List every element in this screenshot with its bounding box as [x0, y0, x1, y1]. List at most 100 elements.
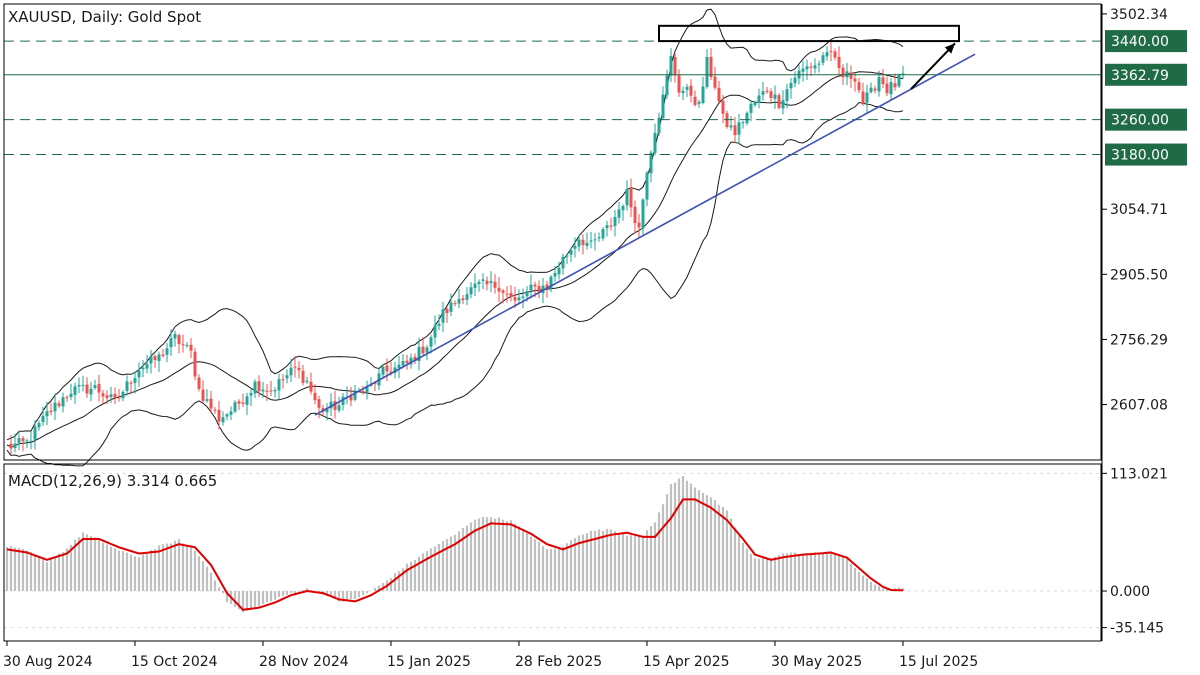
bearish-candle: [49, 410, 53, 413]
bearish-candle: [837, 56, 841, 69]
bearish-candle: [721, 100, 725, 114]
bearish-candle: [893, 83, 897, 88]
bearish-candle: [533, 284, 537, 287]
bollinger-middle-band: [6, 71, 904, 448]
bearish-candle: [57, 403, 61, 406]
bullish-candle: [801, 68, 805, 72]
bullish-candle: [93, 385, 97, 389]
bullish-candle: [805, 66, 809, 70]
bearish-candle: [197, 377, 201, 390]
bullish-candle: [589, 240, 593, 242]
price-tick-label: 2905.50: [1110, 267, 1168, 283]
bearish-candle: [709, 56, 713, 78]
bullish-candle: [625, 189, 629, 206]
bearish-candle: [317, 399, 321, 408]
bullish-candle: [761, 91, 765, 95]
bullish-candle: [737, 122, 741, 135]
time-tick-label: 15 Jul 2025: [899, 654, 978, 670]
bullish-candle: [13, 443, 17, 448]
bullish-candle: [305, 380, 309, 383]
bearish-candle: [693, 96, 697, 105]
bullish-candle: [149, 356, 153, 364]
bearish-candle: [113, 393, 117, 398]
bullish-candle: [249, 392, 253, 396]
bearish-candle: [829, 50, 833, 52]
bullish-candle: [889, 82, 893, 95]
bullish-candle: [685, 86, 689, 90]
bullish-candle: [133, 378, 137, 383]
bullish-candle: [525, 291, 529, 297]
bullish-candle: [741, 122, 745, 124]
macd-tick-label: 0.000: [1110, 584, 1150, 600]
bullish-candle: [141, 367, 145, 370]
bearish-candle: [485, 280, 489, 285]
bullish-candle: [789, 82, 793, 89]
price-level-tag: [1105, 63, 1187, 86]
bearish-candle: [361, 390, 365, 393]
bullish-candle: [157, 354, 161, 362]
bearish-candle: [269, 390, 273, 392]
bullish-candle: [605, 225, 609, 229]
bearish-candle: [193, 351, 197, 377]
bearish-candle: [333, 401, 337, 410]
bullish-candle: [753, 101, 757, 106]
macd-indicator-title: MACD(12,26,9) 3.314 0.665: [8, 472, 217, 490]
bearish-candle: [769, 91, 773, 98]
bullish-candle: [705, 57, 709, 87]
bullish-candle: [469, 287, 473, 295]
bullish-candle: [813, 65, 817, 69]
bullish-candle: [437, 323, 441, 327]
bullish-candle: [33, 426, 37, 440]
bullish-candle: [489, 281, 493, 284]
bearish-candle: [809, 66, 813, 68]
bullish-candle: [365, 386, 369, 393]
price-tick-label: 2607.08: [1110, 398, 1168, 414]
time-tick-label: 28 Nov 2024: [259, 654, 349, 670]
bullish-candle: [613, 217, 617, 226]
bullish-candle: [785, 89, 789, 101]
bullish-candle: [165, 348, 169, 355]
price-tick-label: 3502.34: [1110, 7, 1168, 23]
bearish-candle: [581, 239, 585, 246]
bullish-candle: [565, 255, 569, 257]
bullish-candle: [73, 386, 77, 395]
bullish-candle: [29, 440, 33, 442]
time-tick-label: 28 Feb 2025: [515, 654, 602, 670]
bullish-candle: [449, 302, 453, 312]
bearish-candle: [101, 393, 105, 397]
time-tick-label: 30 Aug 2024: [3, 654, 93, 670]
bullish-candle: [585, 242, 589, 247]
bullish-candle: [81, 384, 85, 386]
bearish-candle: [777, 95, 781, 108]
bearish-candle: [513, 297, 517, 301]
price-level-tag-label: 3180.00: [1111, 148, 1169, 164]
bearish-candle: [493, 281, 497, 288]
macd-tick-label: -35.145: [1110, 621, 1164, 637]
bearish-candle: [445, 308, 449, 314]
macd-signal-line: [6, 498, 904, 611]
bearish-candle: [873, 88, 877, 91]
bearish-candle: [545, 284, 549, 289]
bullish-candle: [645, 172, 649, 200]
bullish-candle: [457, 298, 461, 304]
bullish-candle: [253, 381, 257, 394]
bullish-candle: [669, 56, 673, 76]
bullish-candle: [621, 205, 625, 211]
bearish-candle: [633, 206, 637, 224]
bearish-candle: [189, 344, 193, 351]
bearish-candle: [385, 365, 389, 372]
bullish-candle: [593, 239, 597, 241]
bearish-candle: [213, 409, 217, 411]
time-tick-label: 30 May 2025: [771, 654, 862, 670]
bearish-candle: [349, 396, 353, 401]
bearish-candle: [65, 397, 69, 399]
bullish-candle: [481, 279, 485, 282]
bullish-candle: [17, 438, 21, 443]
bearish-candle: [461, 298, 465, 301]
bullish-candle: [561, 257, 565, 269]
bullish-candle: [221, 417, 225, 423]
bullish-candle: [649, 152, 653, 174]
bullish-candle: [473, 283, 477, 288]
bearish-candle: [293, 366, 297, 368]
bullish-candle: [897, 74, 901, 87]
